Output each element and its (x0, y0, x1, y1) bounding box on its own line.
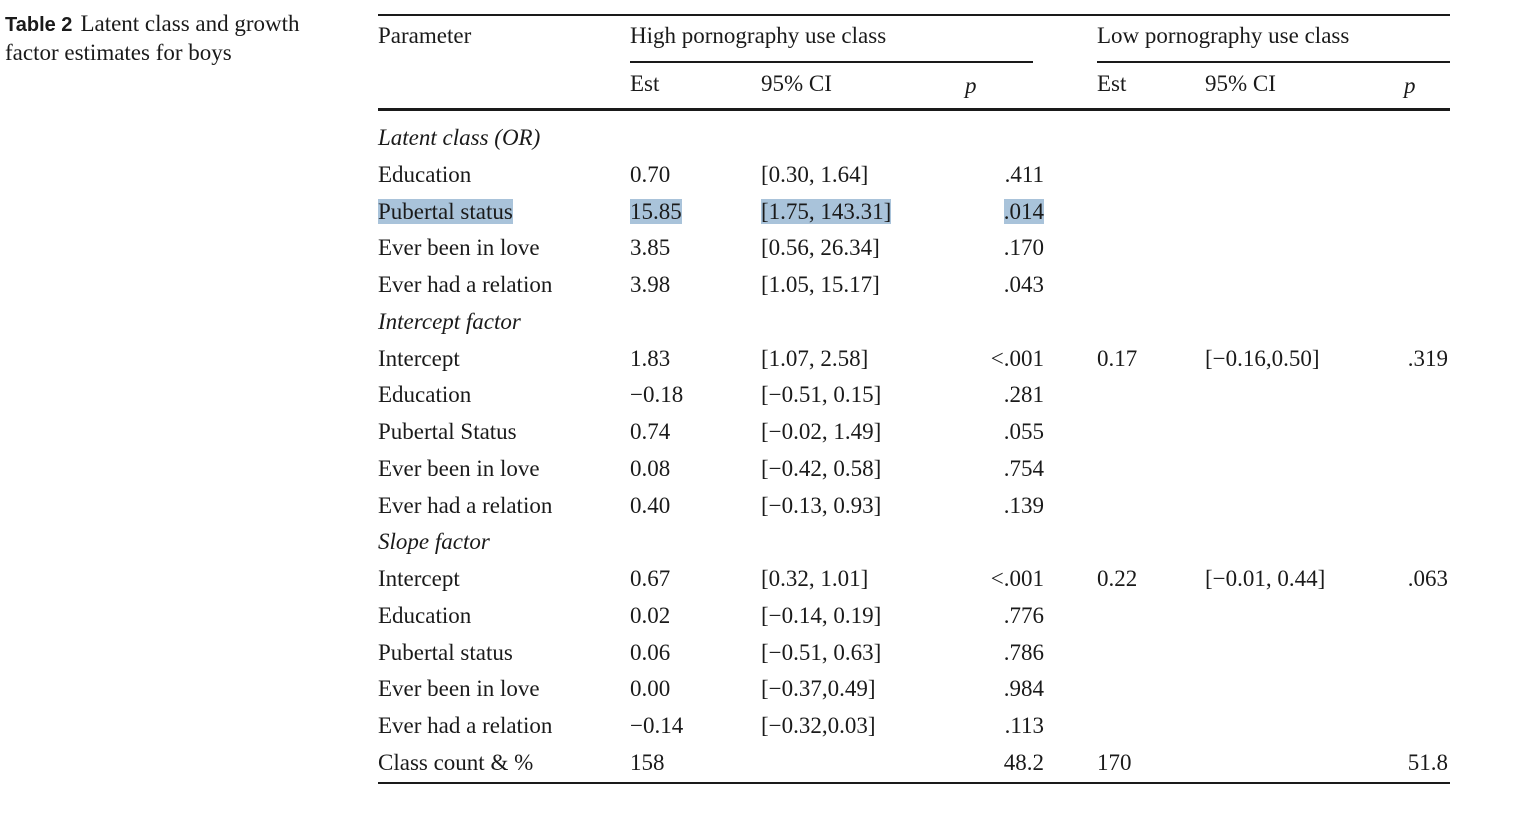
section-heading: Slope factor (378, 529, 490, 555)
high-est-cell: 1.83 (630, 345, 671, 371)
high-est-cell: 158 (630, 749, 665, 775)
row-label: Class count & % (378, 749, 534, 775)
row-label: Intercept (378, 345, 460, 371)
section-heading: Latent class (OR) (378, 125, 541, 150)
high-ci-cell: [1.05, 15.17] (761, 272, 880, 297)
low-est-cell: 0.22 (1097, 566, 1138, 591)
high-ci-cell: [0.32, 1.01] (761, 566, 869, 591)
high-est-cell: 0.67 (630, 566, 671, 591)
high-p-cell: 48.2 (1003, 749, 1044, 775)
low-ci-cell: [−0.01, 0.44] (1205, 566, 1326, 591)
header-low-group: Low pornography use class (1097, 23, 1350, 48)
high-est-cell: 0.08 (630, 455, 671, 481)
high-ci-cell: [0.30, 1.64] (761, 161, 869, 187)
highlighted-text: [1.75, 143.31] (761, 198, 892, 224)
high-est-cell: −0.18 (630, 382, 684, 408)
high-p-cell: .170 (1003, 235, 1044, 261)
high-est-cell: 15.85 (630, 198, 682, 226)
high-p-cell: .411 (1004, 161, 1044, 187)
high-est-cell: 3.85 (630, 235, 671, 261)
high-p-cell: .043 (1003, 272, 1044, 297)
low-ci-cell: [−0.16,0.50] (1205, 345, 1320, 371)
low-p-cell: .063 (1407, 566, 1448, 591)
table-caption-label: Table 2 (5, 14, 73, 36)
high-est-cell: 0.70 (630, 161, 671, 187)
row-label: Education (378, 602, 472, 628)
results-table: Parameter High pornography use class Low… (378, 0, 1450, 822)
low-group-rule (1097, 61, 1450, 63)
high-group-rule (630, 61, 1033, 63)
high-p-cell: .776 (1003, 602, 1044, 628)
header-high-group: High pornography use class (630, 23, 887, 48)
high-ci-cell: [1.07, 2.58] (761, 345, 869, 371)
high-p-cell: <.001 (990, 345, 1044, 371)
row-label: Ever had a relation (378, 713, 553, 738)
high-p-cell: .014 (1003, 198, 1044, 226)
row-label: Pubertal status (378, 198, 513, 226)
high-p-cell: .113 (1004, 713, 1044, 738)
high-est-cell: 0.40 (630, 492, 671, 518)
high-p-cell: .754 (1003, 455, 1044, 481)
header-high-ci: 95% CI (761, 71, 832, 96)
high-ci-cell: [1.75, 143.31] (761, 198, 892, 226)
header-bottom-rule (378, 108, 1450, 111)
section-heading: Intercept factor (378, 308, 521, 334)
high-est-cell: 0.02 (630, 602, 671, 628)
highlighted-text: Pubertal status (378, 198, 513, 224)
high-ci-cell: [−0.14, 0.19] (761, 602, 882, 628)
low-p-cell: 51.8 (1407, 749, 1448, 775)
high-p-cell: .281 (1003, 382, 1044, 408)
high-est-cell: −0.14 (630, 713, 684, 738)
high-p-cell: .139 (1003, 492, 1044, 518)
row-label: Education (378, 382, 472, 408)
highlighted-text: 15.85 (630, 198, 682, 224)
high-p-cell: <.001 (990, 566, 1044, 591)
high-p-cell: .984 (1003, 676, 1044, 702)
header-low-ci: 95% CI (1205, 71, 1276, 96)
table-caption-text: Latent class and growth factor estimates… (5, 11, 300, 65)
header-parameter: Parameter (378, 23, 472, 48)
row-label: Ever been in love (378, 676, 540, 702)
low-est-cell: 170 (1097, 749, 1132, 775)
table-caption: Table 2 Latent class and growth factor es… (5, 10, 355, 67)
high-p-cell: .055 (1003, 419, 1044, 444)
high-est-cell: 3.98 (630, 272, 671, 297)
high-p-cell: .786 (1003, 639, 1044, 665)
high-est-cell: 0.06 (630, 639, 671, 665)
row-label: Education (378, 161, 472, 187)
header-high-p: p (965, 73, 977, 98)
high-ci-cell: [−0.32,0.03] (761, 713, 876, 738)
row-label: Ever had a relation (378, 272, 553, 297)
high-ci-cell: [−0.13, 0.93] (761, 492, 882, 518)
high-ci-cell: [−0.37,0.49] (761, 676, 876, 702)
row-label: Pubertal Status (378, 419, 517, 444)
bottom-rule (378, 782, 1450, 784)
high-ci-cell: [−0.51, 0.15] (761, 382, 882, 408)
row-label: Pubertal status (378, 639, 513, 665)
header-low-est: Est (1097, 71, 1127, 96)
low-est-cell: 0.17 (1097, 345, 1138, 371)
low-p-cell: .319 (1407, 345, 1448, 371)
high-est-cell: 0.00 (630, 676, 671, 702)
header-high-est: Est (630, 71, 660, 96)
high-ci-cell: [−0.51, 0.63] (761, 639, 882, 665)
row-label: Ever been in love (378, 235, 540, 261)
row-label: Intercept (378, 566, 460, 591)
highlighted-text: .014 (1003, 198, 1044, 224)
row-label: Ever had a relation (378, 492, 553, 518)
header-low-p: p (1404, 73, 1416, 98)
high-est-cell: 0.74 (630, 419, 671, 444)
high-ci-cell: [−0.02, 1.49] (761, 419, 882, 444)
top-rule (378, 14, 1450, 16)
high-ci-cell: [0.56, 26.34] (761, 235, 880, 261)
row-label: Ever been in love (378, 455, 540, 481)
high-ci-cell: [−0.42, 0.58] (761, 455, 882, 481)
